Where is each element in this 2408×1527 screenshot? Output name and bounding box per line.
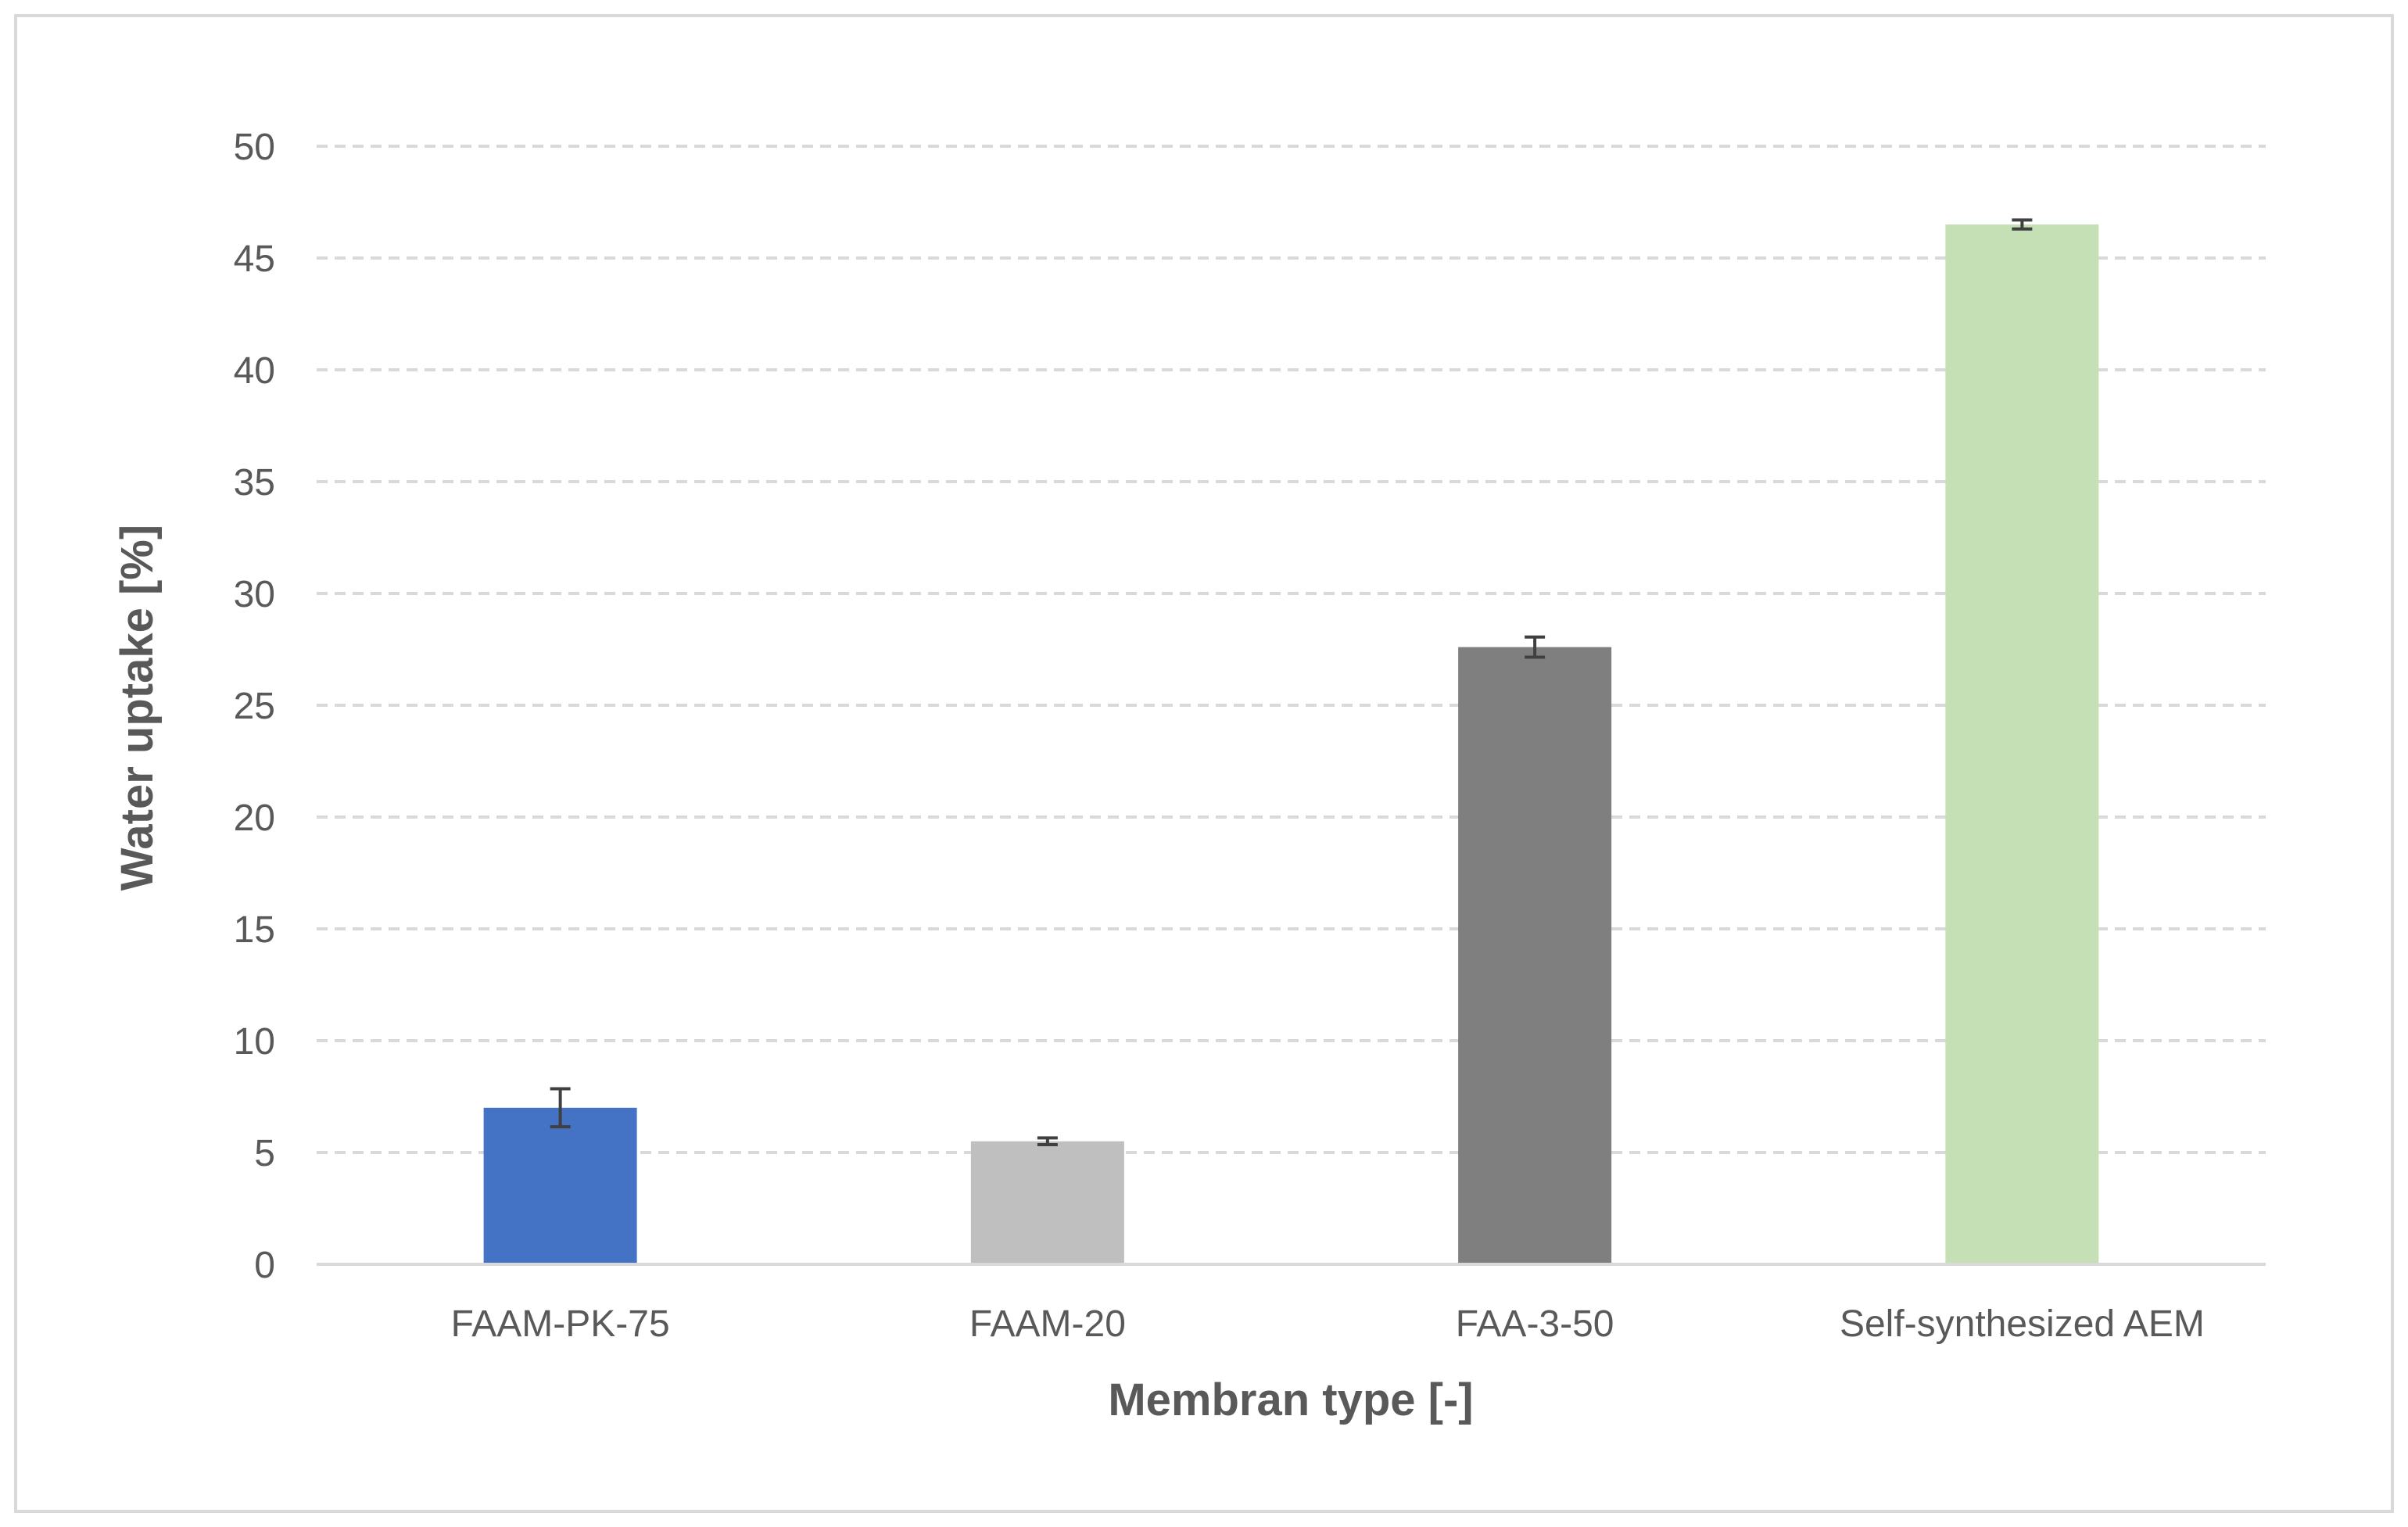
y-tick-label: 50 [234, 127, 275, 168]
error-bars [550, 218, 2033, 1146]
error-bar [2012, 218, 2033, 231]
y-tick-label: 10 [234, 1021, 275, 1063]
y-tick-label: 0 [254, 1245, 275, 1286]
x-tick-label: Self-synthesized AEM [1840, 1303, 2205, 1345]
y-tick-label: 40 [234, 350, 275, 392]
gridlines [317, 145, 2266, 1154]
bar [1945, 224, 2099, 1265]
y-tick-label: 15 [234, 909, 275, 951]
error-bar [1525, 635, 1546, 659]
x-tick-label: FAA-3-50 [1456, 1303, 1614, 1345]
x-axis-ticks: FAAM-PK-75 FAAM-20 FAA-3-50 Self-synthesize… [451, 1303, 2205, 1345]
y-tick-label: 35 [234, 462, 275, 504]
x-tick-label: FAAM-PK-75 [451, 1303, 670, 1345]
y-tick-label: 45 [234, 238, 275, 280]
y-tick-label: 25 [234, 686, 275, 727]
bar [970, 1141, 1124, 1264]
x-tick-label: FAAM-20 [969, 1303, 1126, 1345]
bar [483, 1107, 637, 1264]
error-bar [550, 1087, 571, 1129]
y-axis-title: Water uptake [%] [112, 525, 163, 891]
y-tick-label: 30 [234, 574, 275, 615]
bars [483, 224, 2099, 1265]
y-axis-ticks: 0 5 10 15 20 25 30 35 40 45 50 [234, 127, 275, 1286]
y-tick-label: 20 [234, 798, 275, 839]
error-bar [1037, 1136, 1058, 1146]
y-tick-label: 5 [254, 1133, 275, 1174]
bar [1458, 647, 1612, 1264]
x-axis-title: Membran type [-] [1108, 1375, 1473, 1425]
